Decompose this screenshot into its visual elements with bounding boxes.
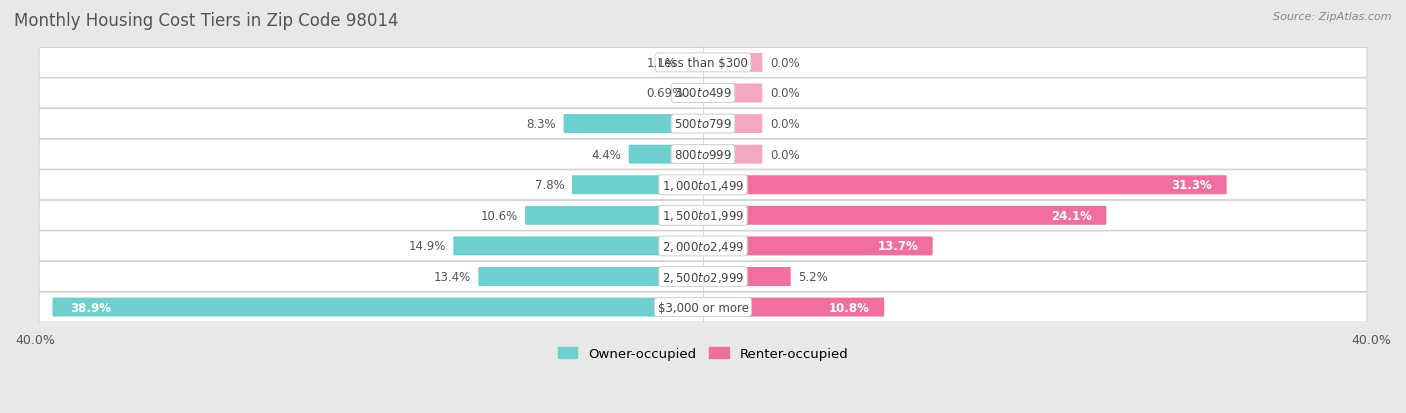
FancyBboxPatch shape (628, 145, 704, 164)
Text: 8.3%: 8.3% (526, 118, 555, 131)
Text: Less than $300: Less than $300 (658, 57, 748, 70)
Text: 0.0%: 0.0% (770, 118, 800, 131)
Text: 31.3%: 31.3% (1171, 179, 1212, 192)
FancyBboxPatch shape (702, 237, 932, 256)
Text: 0.0%: 0.0% (770, 87, 800, 100)
Text: 38.9%: 38.9% (70, 301, 111, 314)
FancyBboxPatch shape (702, 115, 762, 134)
FancyBboxPatch shape (524, 206, 704, 225)
FancyBboxPatch shape (52, 298, 704, 317)
Text: 10.6%: 10.6% (481, 209, 517, 222)
FancyBboxPatch shape (39, 140, 1367, 170)
FancyBboxPatch shape (453, 237, 704, 256)
Text: 4.4%: 4.4% (592, 148, 621, 161)
FancyBboxPatch shape (39, 231, 1367, 261)
FancyBboxPatch shape (39, 48, 1367, 78)
Text: 0.0%: 0.0% (770, 57, 800, 70)
FancyBboxPatch shape (702, 145, 762, 164)
Text: $1,000 to $1,499: $1,000 to $1,499 (662, 178, 744, 192)
Text: $800 to $999: $800 to $999 (673, 148, 733, 161)
Text: 10.8%: 10.8% (830, 301, 870, 314)
Text: 14.9%: 14.9% (408, 240, 446, 253)
FancyBboxPatch shape (39, 262, 1367, 292)
FancyBboxPatch shape (683, 54, 704, 73)
Text: $3,000 or more: $3,000 or more (658, 301, 748, 314)
Text: $500 to $799: $500 to $799 (673, 118, 733, 131)
Text: 24.1%: 24.1% (1052, 209, 1092, 222)
Text: 13.7%: 13.7% (877, 240, 918, 253)
FancyBboxPatch shape (690, 84, 704, 103)
FancyBboxPatch shape (39, 170, 1367, 200)
FancyBboxPatch shape (39, 109, 1367, 139)
FancyBboxPatch shape (478, 267, 704, 286)
Legend: Owner-occupied, Renter-occupied: Owner-occupied, Renter-occupied (553, 342, 853, 366)
Text: $2,000 to $2,499: $2,000 to $2,499 (662, 240, 744, 253)
Text: 7.8%: 7.8% (534, 179, 564, 192)
Text: Source: ZipAtlas.com: Source: ZipAtlas.com (1274, 12, 1392, 22)
Text: 0.0%: 0.0% (770, 148, 800, 161)
Text: Monthly Housing Cost Tiers in Zip Code 98014: Monthly Housing Cost Tiers in Zip Code 9… (14, 12, 398, 30)
Text: 13.4%: 13.4% (433, 271, 471, 283)
FancyBboxPatch shape (702, 84, 762, 103)
FancyBboxPatch shape (702, 267, 790, 286)
FancyBboxPatch shape (572, 176, 704, 195)
Text: 0.69%: 0.69% (645, 87, 683, 100)
Text: $1,500 to $1,999: $1,500 to $1,999 (662, 209, 744, 223)
FancyBboxPatch shape (39, 79, 1367, 109)
FancyBboxPatch shape (39, 201, 1367, 231)
FancyBboxPatch shape (702, 54, 762, 73)
FancyBboxPatch shape (702, 206, 1107, 225)
FancyBboxPatch shape (564, 115, 704, 134)
FancyBboxPatch shape (39, 292, 1367, 322)
FancyBboxPatch shape (702, 176, 1226, 195)
Text: 5.2%: 5.2% (799, 271, 828, 283)
Text: $300 to $499: $300 to $499 (673, 87, 733, 100)
FancyBboxPatch shape (702, 298, 884, 317)
Text: 1.1%: 1.1% (647, 57, 676, 70)
Text: $2,500 to $2,999: $2,500 to $2,999 (662, 270, 744, 284)
